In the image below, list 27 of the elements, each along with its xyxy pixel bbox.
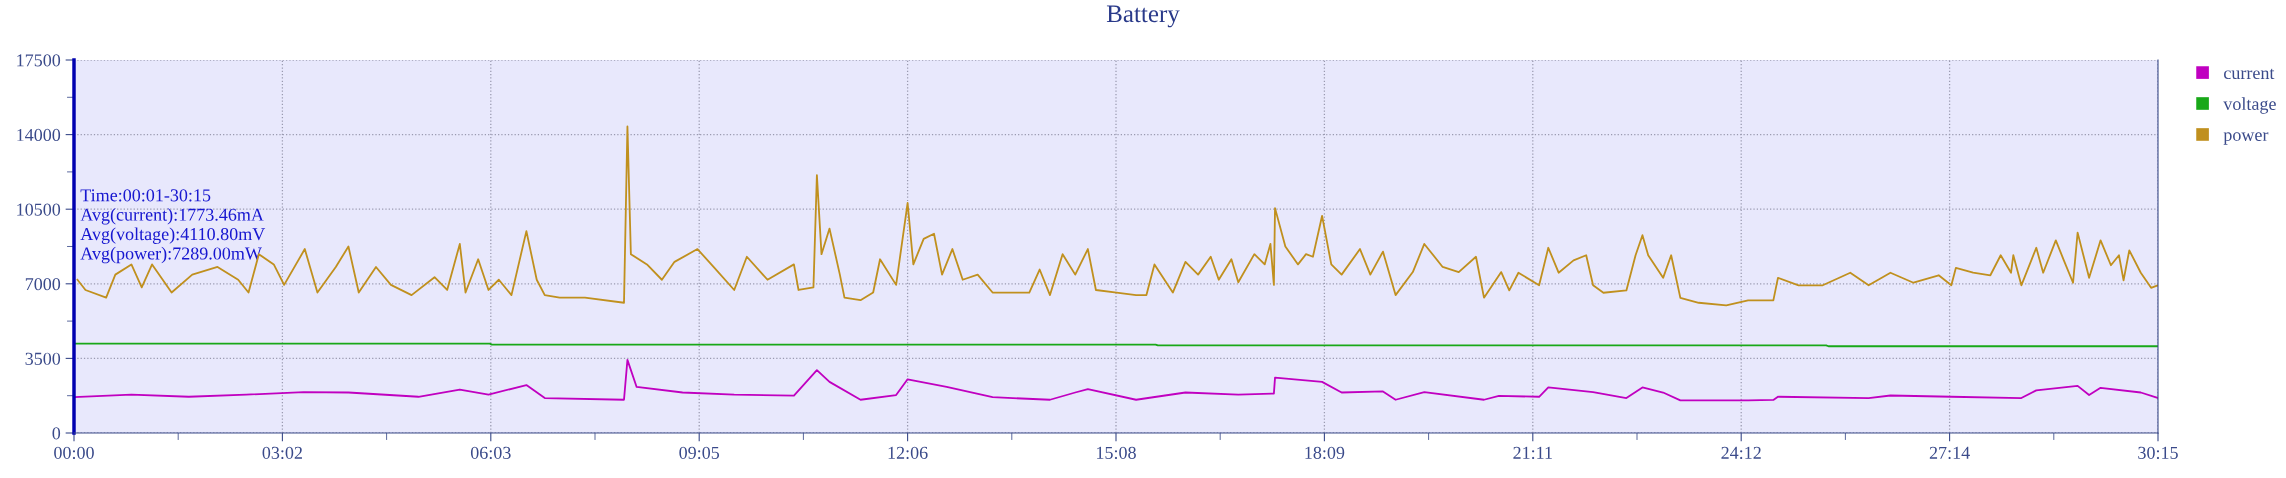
x-tick-label: 12:06 (888, 446, 928, 459)
line-series (76, 125, 2158, 307)
y-tick-label: 17500 (17, 54, 61, 67)
y-tick-label: 7000 (25, 278, 61, 291)
annotation: Time:00:01-30:15 (80, 189, 211, 202)
chart-title: Battery (1106, 5, 1180, 28)
legend-label: power (2223, 132, 2269, 145)
line-series (74, 358, 2158, 402)
annotation: Avg(power):7289.00mW (80, 246, 262, 264)
x-tick-label: 06:03 (470, 446, 511, 459)
x-tick-label: 30:15 (2138, 446, 2178, 459)
x-tick-label: 15:08 (1097, 446, 1136, 459)
x-tick-label: 03:02 (262, 446, 302, 459)
y-tick-label: 10500 (17, 203, 61, 216)
x-tick-label: 18:09 (1305, 446, 1345, 459)
x-tick-label: 24:12 (1721, 446, 1761, 459)
x-tick-label: 21:11 (1513, 446, 1552, 459)
legend-label: current (2224, 68, 2275, 80)
legend-label: voltage (2223, 97, 2276, 114)
y-tick-label: 0 (52, 427, 61, 440)
x-tick-label: 00:00 (54, 446, 94, 459)
y-tick-label: 3500 (25, 352, 61, 365)
y-tick-label: 14000 (17, 128, 61, 142)
annotation: Avg(voltage):4110.80mV (80, 227, 266, 244)
annotation: Avg(current):1773.46mA (80, 208, 264, 225)
x-tick-label: 27:14 (1929, 446, 1970, 459)
x-tick-label: 09:05 (679, 446, 720, 459)
